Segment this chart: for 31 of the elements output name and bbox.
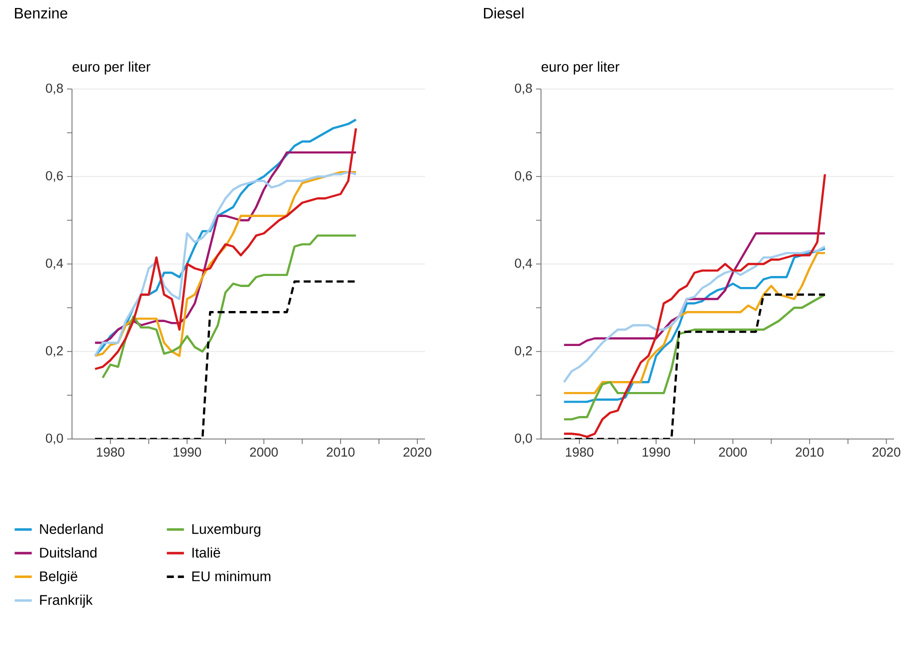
x-tick-label: 2010 bbox=[326, 448, 355, 457]
x-tick-label: 1980 bbox=[96, 448, 124, 457]
y-tick-label: 0,4 bbox=[46, 258, 64, 270]
y-tick-label: 0,6 bbox=[46, 171, 63, 182]
x-tick-label: 2010 bbox=[796, 448, 824, 457]
x-tick-label: 2000 bbox=[250, 448, 278, 457]
y-tick-label: 0,2 bbox=[46, 346, 63, 357]
legend-label: EU minimum bbox=[192, 570, 270, 582]
x-tick-label: 1980 bbox=[566, 448, 594, 457]
y-axis-title: euro per liter bbox=[72, 61, 150, 75]
legend-label: Nederland bbox=[40, 524, 103, 534]
x-tick-label: 2020 bbox=[872, 448, 900, 457]
chart-title: Diesel bbox=[484, 7, 524, 18]
legend-label: Frankrijk bbox=[40, 594, 93, 608]
legend-label: Italië bbox=[192, 547, 220, 558]
y-tick-label: 0,2 bbox=[514, 346, 532, 357]
x-tick-label: 2000 bbox=[719, 448, 747, 457]
x-tick-label: 1990 bbox=[174, 448, 202, 457]
y-axis-title: euro per liter bbox=[542, 61, 620, 75]
x-tick-label: 1990 bbox=[642, 448, 670, 457]
y-tick-label: 0,8 bbox=[46, 84, 63, 94]
y-tick-label: 0,0 bbox=[46, 434, 63, 444]
chart-title: Benzine bbox=[14, 7, 68, 18]
legend-label: België bbox=[40, 570, 78, 584]
y-tick-label: 0,6 bbox=[514, 171, 532, 182]
y-tick-label: 0,8 bbox=[514, 84, 532, 94]
x-tick-label: 2020 bbox=[404, 448, 432, 457]
legend-label: Duitsland bbox=[40, 547, 96, 558]
legend-label: Luxemburg bbox=[192, 524, 260, 537]
y-tick-label: 0,4 bbox=[514, 258, 532, 270]
y-tick-label: 0,0 bbox=[514, 434, 532, 444]
